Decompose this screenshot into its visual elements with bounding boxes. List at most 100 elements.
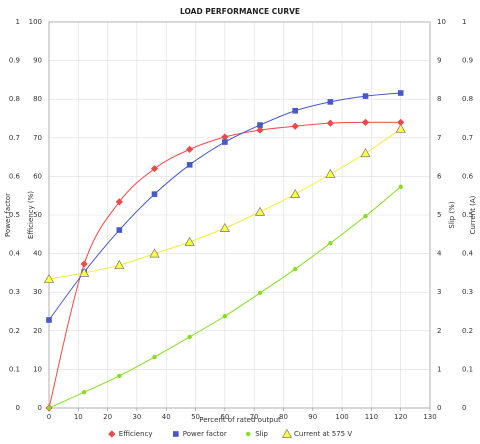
legend-label: Power factor [183, 430, 227, 438]
marker [114, 259, 125, 270]
y2-tick-label: 0 [16, 404, 20, 412]
marker [150, 165, 159, 173]
y-tick-label: 60 [33, 172, 42, 180]
y-tick-label: 40 [33, 250, 42, 258]
marker [184, 236, 195, 246]
marker [117, 373, 122, 379]
y2-tick-label: 0.1 [9, 365, 20, 373]
legend-marker [108, 430, 116, 438]
x-tick-label: 90 [308, 413, 317, 421]
marker [397, 118, 405, 126]
marker [325, 168, 336, 178]
marker [257, 290, 263, 296]
marker [115, 198, 123, 206]
y-tick-label: 20 [33, 327, 42, 335]
y2-tick-label: 0.4 [9, 250, 21, 258]
marker [327, 99, 334, 105]
marker [361, 118, 370, 126]
legend-label: Efficiency [119, 430, 153, 438]
x-tick-label: 30 [132, 413, 141, 421]
marker [43, 273, 55, 283]
y4-tick-label: 0.3 [462, 288, 473, 296]
marker [292, 107, 298, 114]
marker [219, 222, 230, 232]
y-tick-label: 100 [29, 18, 42, 26]
y-tick-label: 80 [33, 95, 42, 103]
y4-axis-label: Current (A) [469, 195, 477, 234]
marker [81, 389, 87, 395]
marker [151, 191, 158, 197]
marker [80, 260, 88, 268]
y2-tick-label: 1 [16, 18, 20, 26]
marker [290, 188, 301, 199]
series-line [48, 121, 401, 409]
y4-tick-label: 0.2 [462, 327, 473, 335]
marker [363, 213, 368, 219]
marker [360, 148, 371, 158]
x-tick-label: 50 [191, 413, 200, 421]
y-tick-label: 50 [33, 211, 42, 219]
y-tick-label: 70 [33, 134, 42, 142]
y2-tick-label: 0.3 [9, 288, 20, 296]
y-tick-label: 0 [38, 404, 42, 412]
x-tick-label: 0 [47, 413, 51, 421]
marker [395, 123, 406, 133]
marker [222, 313, 228, 319]
y4-tick-label: 0 [462, 404, 466, 412]
x-tick-label: 40 [162, 413, 171, 421]
y2-tick-label: 0.5 [9, 211, 20, 219]
marker [187, 334, 192, 340]
marker [328, 240, 333, 246]
y4-tick-label: 0.8 [462, 95, 473, 103]
legend: Efficiency Power factor Slip Current at 575… [108, 428, 352, 438]
y2-tick-label: 0.2 [9, 327, 20, 335]
y3-tick-label: 8 [437, 95, 441, 103]
y4-tick-label: 0.4 [462, 250, 474, 258]
marker [254, 206, 266, 216]
marker [256, 126, 264, 134]
marker [222, 139, 228, 145]
legend-marker [246, 431, 251, 437]
legend-marker [281, 428, 293, 438]
x-axis-label: Percent of rated output [199, 416, 281, 424]
y-tick-label: 10 [33, 365, 42, 373]
marker [152, 354, 157, 360]
y3-tick-label: 2 [437, 327, 441, 335]
y-tick-label: 30 [33, 288, 42, 296]
plot-frame [48, 21, 431, 409]
x-tick-label: 130 [423, 413, 436, 421]
y3-tick-label: 4 [437, 250, 442, 258]
y2-tick-label: 0.6 [9, 172, 21, 180]
y3-tick-label: 3 [437, 288, 441, 296]
marker [116, 227, 123, 233]
marker [292, 266, 298, 272]
marker [397, 90, 404, 96]
y3-tick-label: 9 [437, 57, 441, 65]
x-tick-label: 80 [279, 413, 288, 421]
y3-tick-label: 6 [437, 172, 442, 180]
marker [362, 93, 369, 99]
y3-tick-label: 7 [437, 134, 441, 142]
y3-tick-label: 0 [437, 404, 441, 412]
y4-tick-label: 0.6 [462, 172, 474, 180]
x-tick-label: 10 [74, 413, 83, 421]
y3-axis-label: Slip (%) [448, 201, 456, 228]
y3-tick-label: 5 [437, 211, 441, 219]
x-tick-label: 110 [365, 413, 378, 421]
y-tick-label: 90 [33, 57, 42, 65]
marker [326, 119, 334, 127]
marker [291, 122, 299, 130]
y3-tick-label: 10 [437, 18, 446, 26]
y3-tick-label: 1 [437, 365, 441, 373]
y4-tick-label: 0.5 [462, 211, 473, 219]
x-tick-label: 60 [220, 413, 229, 421]
y4-tick-label: 1 [462, 18, 466, 26]
y4-tick-label: 0.9 [462, 57, 473, 65]
y4-tick-label: 0.1 [462, 365, 473, 373]
chart-title: LOAD PERFORMANCE CURVE [180, 7, 300, 16]
y2-axis-label: Power factor [4, 193, 12, 237]
marker [186, 162, 193, 168]
marker [221, 133, 229, 141]
marker [46, 317, 52, 323]
x-tick-label: 100 [335, 413, 348, 421]
